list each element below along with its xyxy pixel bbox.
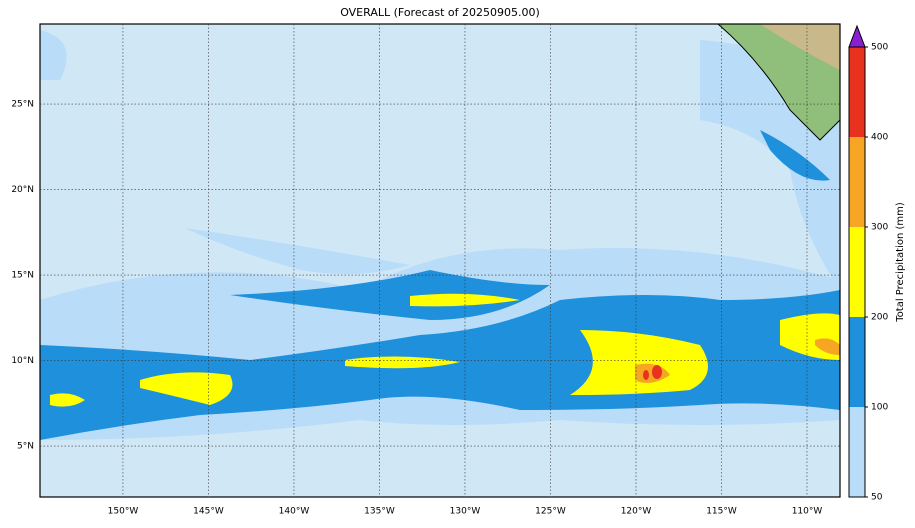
colorbar-tick-label: 300: [871, 223, 888, 233]
y-tick-label: 25°N: [11, 100, 34, 110]
colorbar-segment: [849, 407, 865, 497]
colorbar-extend: [848, 24, 866, 48]
colorbar-tick-label: 400: [871, 133, 888, 143]
colorbar-tick-label: 50: [871, 493, 883, 503]
x-tick-label: 150°W: [108, 507, 139, 517]
colorbar-segment: [849, 47, 865, 137]
x-tick-label: 120°W: [621, 507, 652, 517]
colorbar-label: Total Precipitation (mm): [895, 202, 906, 323]
x-tick-label: 140°W: [279, 507, 310, 517]
colorbar-segment: [849, 317, 865, 407]
colorbar-segment: [849, 227, 865, 317]
colorbar-frame: [848, 46, 866, 498]
chart-title: OVERALL (Forecast of 20250905.00): [340, 6, 540, 19]
precip-field: [40, 24, 840, 497]
y-tick-label: 20°N: [11, 185, 34, 195]
y-tick-label: 5°N: [17, 442, 34, 452]
y-tick-label: 10°N: [11, 356, 34, 366]
map-frame: [39, 23, 841, 498]
colorbar-segment: [849, 137, 865, 227]
colorbar-tick-label: 100: [871, 403, 888, 413]
x-tick-label: 135°W: [364, 507, 395, 517]
x-tick-label: 125°W: [535, 507, 566, 517]
y-tick-label: 15°N: [11, 271, 34, 281]
x-tick-label: 130°W: [450, 507, 481, 517]
colorbar-tick-label: 500: [871, 43, 888, 53]
x-tick-label: 145°W: [193, 507, 224, 517]
x-tick-label: 110°W: [792, 507, 823, 517]
colorbar-tick-label: 200: [871, 313, 888, 323]
x-tick-label: 115°W: [706, 507, 737, 517]
